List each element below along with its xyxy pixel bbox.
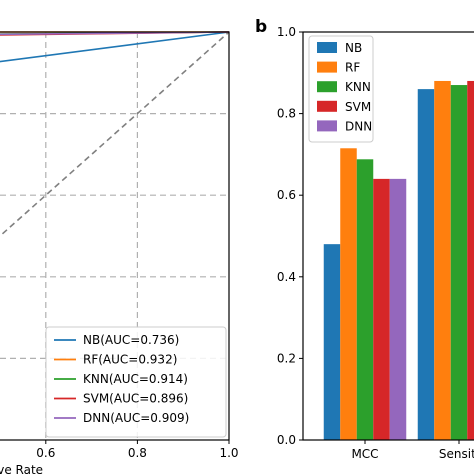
- bar-series-group: [323, 80, 474, 441]
- bar-x-tick-label: MCC: [351, 447, 378, 461]
- bar-y-tick-label: 0.6: [277, 188, 296, 202]
- bar-y-tick-label: 0.2: [277, 351, 296, 365]
- bar-legend-swatch-3: [317, 100, 337, 112]
- bar-legend-label-2: KNN: [345, 80, 371, 94]
- bar-legend-label-4: DNN: [345, 119, 372, 133]
- roc-legend-label-1: RF(AUC=0.932): [83, 353, 177, 367]
- roc-legend: NB(AUC=0.736) RF(AUC=0.932) KNN(AUC=0.914)…: [45, 326, 227, 438]
- bar-rf-mcc: [340, 148, 357, 440]
- roc-x-tick-label: 0.8: [128, 446, 147, 460]
- roc-x-tick-label: 0.6: [36, 446, 55, 460]
- bar-panel: b 0.0 0.2 0.4 0.6 0.8 1.0 MCC Sensiti NB RF KNN S…: [255, 17, 474, 461]
- bar-legend-label-3: SVM: [345, 100, 371, 114]
- bar-dnn-mcc: [389, 178, 407, 440]
- roc-diagonal-line: [0, 31, 230, 238]
- bar-svm-mcc: [373, 178, 390, 440]
- roc-axes-frame: [0, 31, 230, 441]
- bar-legend-swatch-1: [317, 61, 337, 73]
- roc-series-line-4: [0, 31, 230, 36]
- bar-knn-mcc: [356, 159, 374, 440]
- roc-x-ticks: 0.6 0.8 1.0: [36, 440, 239, 460]
- bar-knn-sensitive: [450, 85, 468, 440]
- roc-legend-label-0: NB(AUC=0.736): [83, 333, 179, 347]
- bar-x-ticks: MCC Sensiti: [351, 440, 474, 461]
- roc-series-group: [0, 31, 230, 63]
- roc-x-tick-label: 1.0: [219, 446, 238, 460]
- bar-legend-label-1: RF: [345, 61, 360, 75]
- bar-nb-sensitive: [417, 89, 435, 441]
- bar-legend-label-0: NB: [345, 41, 362, 55]
- roc-legend-label-4: DNN(AUC=0.909): [83, 411, 189, 425]
- roc-x-axis-label: Sensitive Rate: [0, 463, 43, 474]
- roc-legend-label-2: KNN(AUC=0.914): [83, 372, 188, 386]
- bar-y-tick-label: 0.4: [277, 270, 296, 284]
- roc-legend-box: [45, 326, 227, 438]
- roc-series-line-0: [0, 31, 230, 63]
- bar-legend: NB RF KNN SVM DNN: [308, 35, 374, 143]
- bar-y-ticks: 0.0 0.2 0.4 0.6 0.8 1.0: [277, 25, 303, 447]
- bar-svm-sensitive: [467, 80, 474, 441]
- roc-legend-label-3: SVM(AUC=0.896): [83, 392, 188, 406]
- bar-axes-frame: [302, 31, 474, 441]
- bar-legend-swatch-0: [317, 42, 337, 53]
- bar-y-tick-label: 0.8: [277, 107, 296, 121]
- panel-b-label: b: [255, 17, 267, 37]
- bar-y-tick-label: 1.0: [277, 25, 296, 39]
- bar-legend-swatch-2: [317, 81, 337, 93]
- bar-x-tick-label: Sensiti: [439, 447, 474, 461]
- roc-panel: 0.6 0.8 1.0 Sensitive Rate NB(AUC=0.736) RF…: [0, 31, 239, 474]
- bar-y-tick-label: 0.0: [277, 433, 296, 447]
- bar-legend-swatch-4: [317, 120, 337, 132]
- bar-rf-sensitive: [434, 80, 451, 441]
- bar-nb-mcc: [323, 244, 341, 440]
